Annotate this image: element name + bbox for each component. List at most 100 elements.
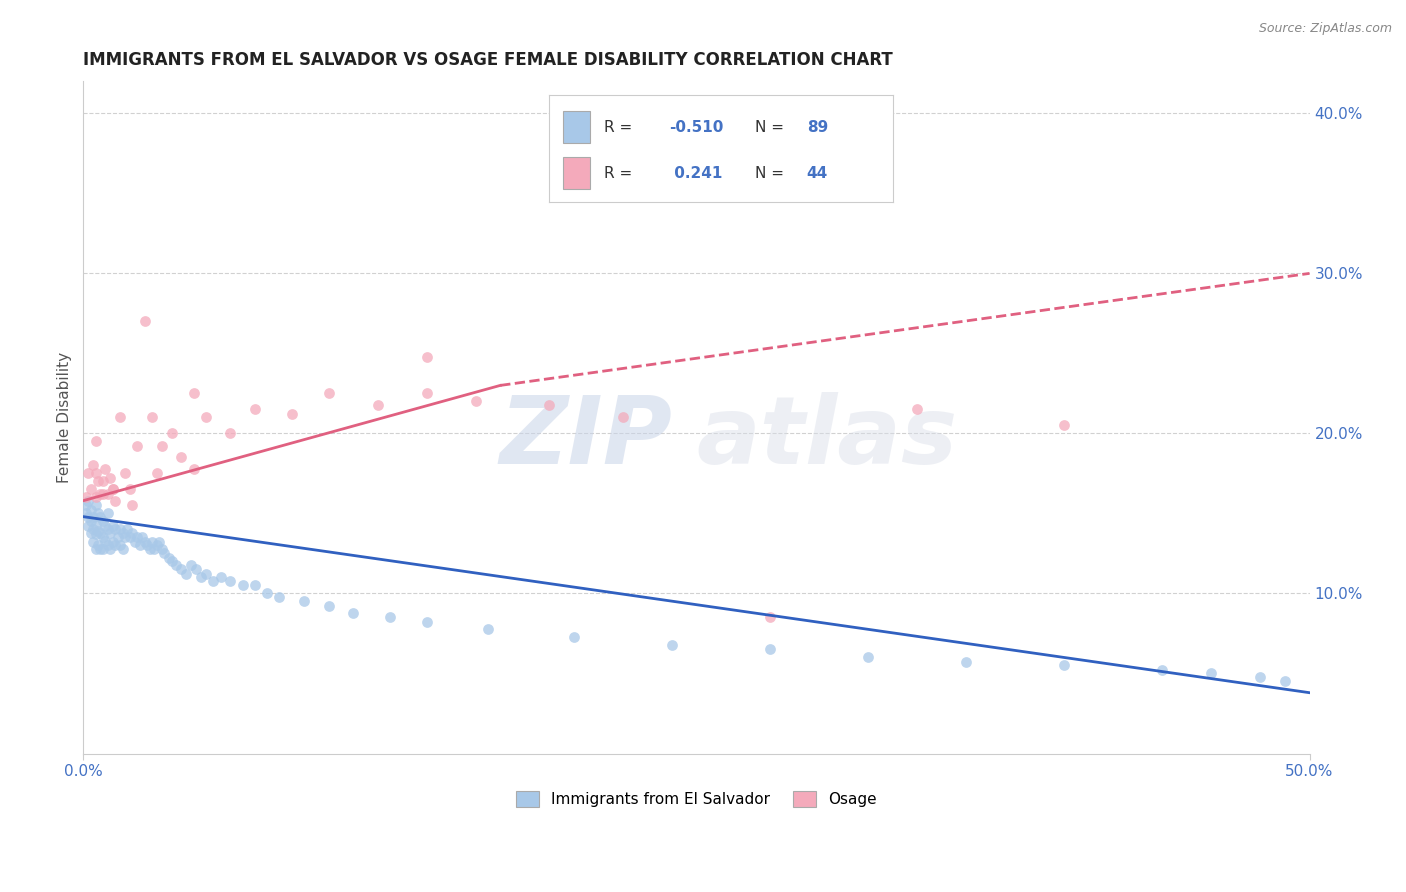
Point bbox=[79, 525, 101, 540]
Point bbox=[84, 517, 107, 532]
Point bbox=[77, 519, 100, 533]
Point bbox=[1053, 658, 1076, 673]
Point bbox=[114, 467, 136, 481]
Point bbox=[194, 410, 217, 425]
Point bbox=[97, 523, 120, 537]
Point bbox=[84, 527, 107, 541]
Point bbox=[378, 610, 401, 624]
Point bbox=[134, 314, 156, 328]
Point bbox=[75, 499, 97, 513]
Point bbox=[131, 531, 153, 545]
Point bbox=[111, 525, 134, 540]
Point bbox=[170, 562, 193, 576]
Point bbox=[108, 410, 131, 425]
Point bbox=[89, 541, 111, 556]
Y-axis label: Female Disability: Female Disability bbox=[58, 351, 72, 483]
Point bbox=[160, 426, 183, 441]
Point bbox=[75, 491, 97, 505]
Point bbox=[82, 535, 104, 549]
Point bbox=[292, 594, 315, 608]
Point bbox=[136, 539, 159, 553]
Point bbox=[138, 541, 160, 556]
Point bbox=[89, 525, 111, 540]
Point bbox=[1201, 666, 1223, 681]
Point bbox=[905, 402, 928, 417]
Point bbox=[180, 558, 202, 572]
Point bbox=[87, 475, 110, 489]
Point bbox=[183, 461, 205, 475]
Point bbox=[79, 483, 101, 497]
Point bbox=[128, 539, 150, 553]
Point bbox=[281, 407, 304, 421]
Point bbox=[538, 398, 561, 412]
Point bbox=[243, 402, 266, 417]
Point bbox=[190, 570, 212, 584]
Point bbox=[111, 541, 134, 556]
Point bbox=[232, 578, 254, 592]
Point bbox=[91, 515, 114, 529]
Point bbox=[84, 434, 107, 449]
Point bbox=[124, 535, 146, 549]
Point bbox=[243, 578, 266, 592]
Point bbox=[141, 410, 163, 425]
Point bbox=[89, 509, 111, 524]
Point bbox=[75, 507, 97, 521]
Point bbox=[101, 535, 124, 549]
Point bbox=[127, 439, 149, 453]
Point bbox=[97, 539, 120, 553]
Point bbox=[84, 467, 107, 481]
Point bbox=[91, 475, 114, 489]
Point bbox=[94, 533, 117, 548]
Legend: Immigrants from El Salvador, Osage: Immigrants from El Salvador, Osage bbox=[510, 785, 883, 814]
Point bbox=[101, 519, 124, 533]
Point bbox=[464, 394, 486, 409]
Point bbox=[84, 499, 107, 513]
Point bbox=[256, 586, 278, 600]
Point bbox=[415, 615, 437, 630]
Point bbox=[82, 458, 104, 473]
Point bbox=[98, 525, 121, 540]
Point bbox=[415, 350, 437, 364]
Point bbox=[79, 503, 101, 517]
Point bbox=[1152, 663, 1174, 677]
Point bbox=[127, 531, 149, 545]
Point bbox=[118, 531, 141, 545]
Point bbox=[98, 471, 121, 485]
Point bbox=[150, 541, 173, 556]
Point bbox=[166, 558, 188, 572]
Point bbox=[661, 638, 683, 652]
Text: IMMIGRANTS FROM EL SALVADOR VS OSAGE FEMALE DISABILITY CORRELATION CHART: IMMIGRANTS FROM EL SALVADOR VS OSAGE FEM… bbox=[83, 51, 893, 69]
Point bbox=[153, 546, 176, 560]
Point bbox=[612, 410, 634, 425]
Point bbox=[202, 574, 225, 588]
Point bbox=[104, 523, 127, 537]
Point bbox=[148, 535, 170, 549]
Point bbox=[77, 493, 100, 508]
Point bbox=[97, 507, 120, 521]
Point bbox=[118, 483, 141, 497]
Point bbox=[89, 487, 111, 501]
Point bbox=[477, 622, 499, 636]
Point bbox=[77, 509, 100, 524]
Point bbox=[143, 541, 166, 556]
Point bbox=[955, 655, 977, 669]
Point bbox=[82, 523, 104, 537]
Point bbox=[121, 525, 143, 540]
Point bbox=[160, 554, 183, 568]
Point bbox=[94, 519, 117, 533]
Point bbox=[91, 531, 114, 545]
Point bbox=[79, 515, 101, 529]
Point bbox=[84, 491, 107, 505]
Point bbox=[114, 531, 136, 545]
Point bbox=[87, 507, 110, 521]
Point bbox=[141, 535, 163, 549]
Point bbox=[98, 541, 121, 556]
Point bbox=[562, 630, 585, 644]
Point bbox=[367, 398, 389, 412]
Point bbox=[157, 551, 180, 566]
Point bbox=[107, 531, 129, 545]
Point bbox=[104, 493, 127, 508]
Point bbox=[759, 610, 782, 624]
Point bbox=[318, 599, 340, 614]
Point bbox=[134, 535, 156, 549]
